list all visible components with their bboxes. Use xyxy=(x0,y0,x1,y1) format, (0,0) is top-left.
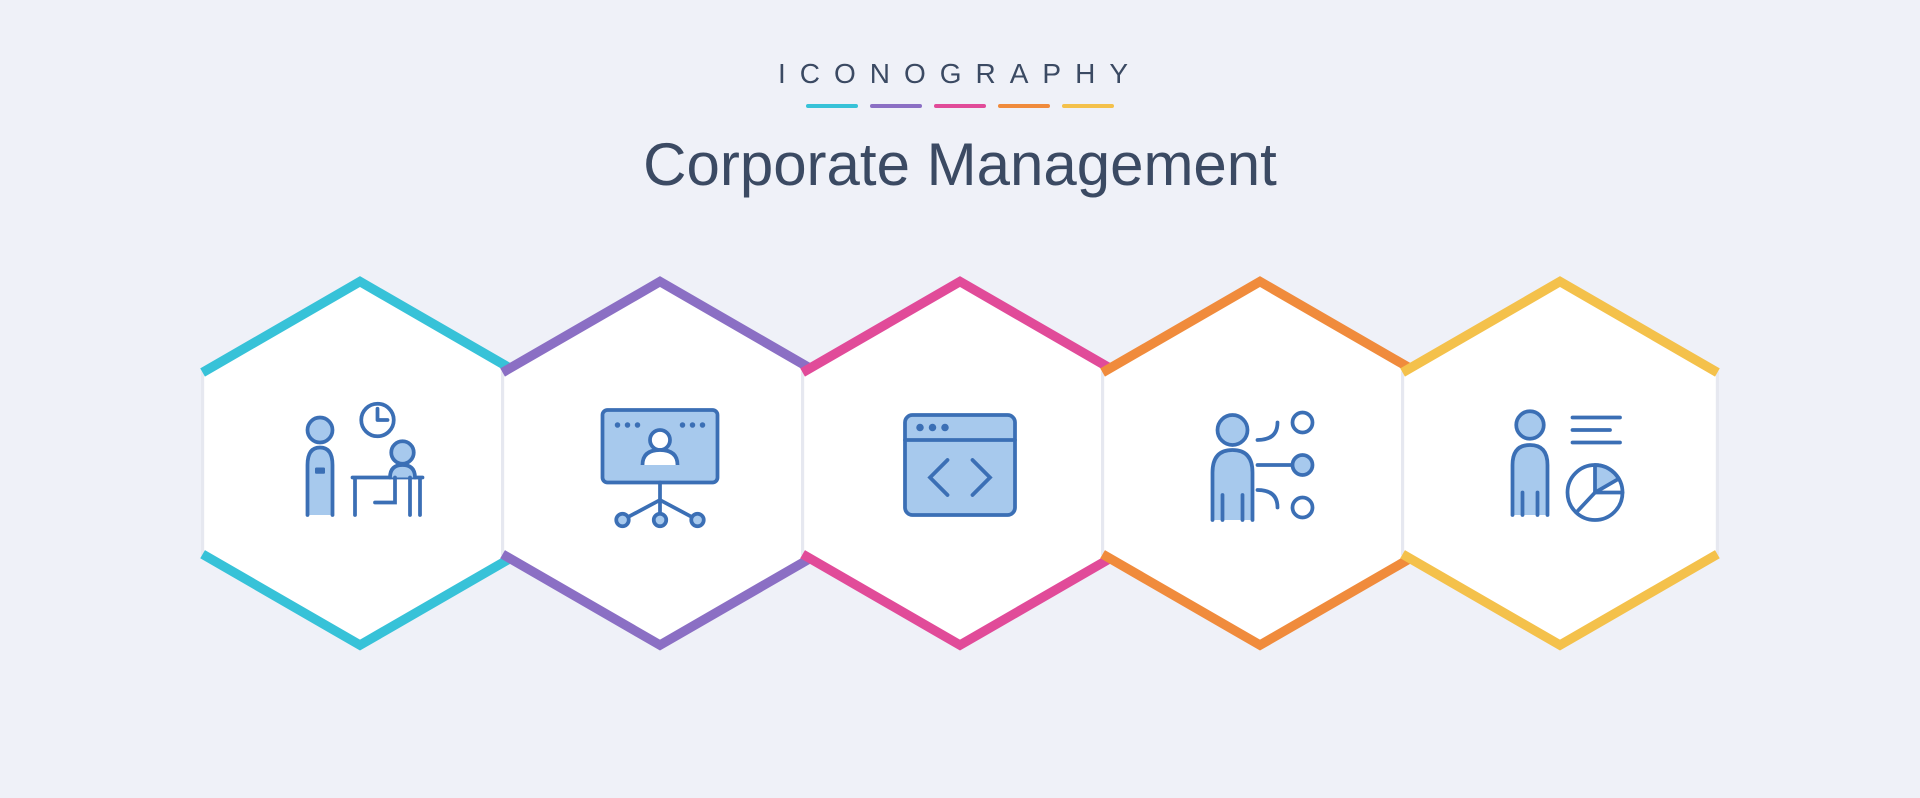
underline-segment xyxy=(998,104,1050,108)
hex-card-video-presentation xyxy=(490,269,830,661)
hex-card-person-analytics xyxy=(1390,269,1730,661)
interview-meeting-icon xyxy=(285,390,435,540)
underline-segment xyxy=(870,104,922,108)
hex-card-code-window xyxy=(790,269,1130,661)
infographic-canvas: ICONOGRAPHY Corporate Management xyxy=(0,0,1920,798)
person-analytics-icon xyxy=(1485,390,1635,540)
hex-card-person-skills xyxy=(1090,269,1430,661)
brand-text: ICONOGRAPHY xyxy=(643,58,1277,90)
underline-segment xyxy=(934,104,986,108)
code-window-icon xyxy=(885,390,1035,540)
hexagon-row xyxy=(190,269,1730,661)
person-skills-icon xyxy=(1185,390,1335,540)
underline-segment xyxy=(1062,104,1114,108)
header: ICONOGRAPHY Corporate Management xyxy=(643,58,1277,199)
hex-card-interview-meeting xyxy=(190,269,530,661)
page-title: Corporate Management xyxy=(643,130,1277,199)
brand-underline xyxy=(643,104,1277,108)
video-presentation-icon xyxy=(585,390,735,540)
underline-segment xyxy=(806,104,858,108)
